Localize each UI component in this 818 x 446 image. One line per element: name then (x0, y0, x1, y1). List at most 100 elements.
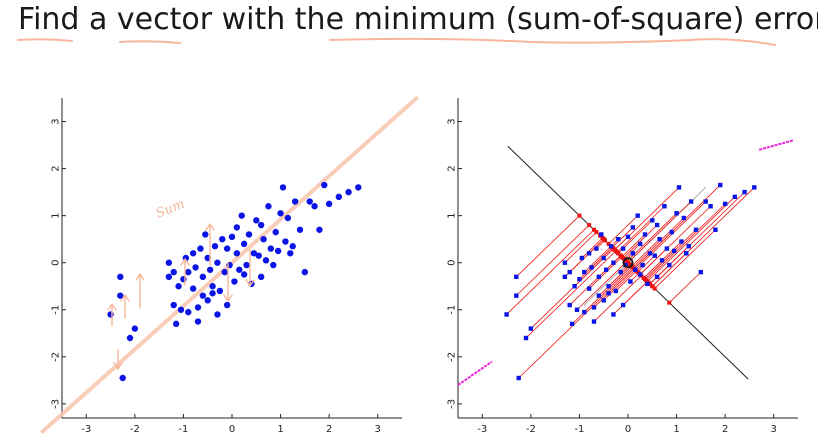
data-point (240, 240, 248, 248)
magenta-segment (758, 139, 794, 151)
data-point (287, 250, 294, 257)
data-point (131, 325, 139, 332)
left-x-tick-label: -1 (178, 424, 188, 435)
projection-line (608, 215, 638, 245)
data-point (117, 292, 124, 299)
data-point (591, 305, 597, 310)
residual-arrow-5 (205, 223, 215, 266)
data-point (240, 271, 248, 278)
data-point (277, 210, 284, 217)
origin-marker (622, 257, 634, 269)
data-point (647, 251, 653, 256)
data-point (664, 246, 670, 251)
data-point (562, 274, 568, 280)
projection-line (631, 238, 660, 267)
data-point (211, 243, 219, 250)
projected-point (626, 260, 630, 265)
projected-point (577, 213, 582, 218)
projection-line (516, 215, 580, 278)
data-point (236, 266, 243, 273)
data-point (194, 318, 202, 325)
data-point (628, 279, 633, 284)
right-y-tick-label: 1 (447, 212, 458, 218)
data-point (718, 182, 723, 188)
left-x-tick-label: -2 (130, 424, 140, 435)
data-point (596, 274, 602, 280)
projected-point (635, 270, 640, 275)
title-underline-annotations (17, 37, 776, 46)
data-point (267, 245, 275, 252)
data-point (611, 312, 616, 317)
projection-line (616, 205, 665, 253)
residual-arrow-3 (135, 273, 145, 309)
data-point (596, 293, 602, 298)
data-point (185, 308, 192, 316)
data-point (223, 245, 231, 252)
data-point (708, 204, 713, 209)
data-point (335, 193, 343, 201)
data-point (688, 199, 694, 204)
data-point (589, 265, 594, 270)
projection-line (569, 238, 604, 273)
data-point (221, 268, 228, 276)
data-point (301, 268, 309, 276)
left-x-tick-label: 3 (375, 424, 381, 435)
data-point (199, 292, 207, 299)
right-y-tick-label: 2 (447, 165, 458, 171)
projection-line (639, 205, 711, 275)
data-point (713, 227, 718, 232)
projection-line (516, 224, 590, 296)
right-x-tick-label: -3 (477, 424, 487, 435)
data-point (601, 255, 606, 261)
data-point (245, 231, 253, 238)
projection-line (525, 250, 617, 339)
left-y-tick-label: 3 (51, 118, 62, 124)
data-point (752, 185, 757, 190)
data-point (209, 283, 216, 290)
data-point (257, 221, 265, 229)
data-point (296, 226, 304, 233)
projection-line (654, 229, 716, 289)
projection-line (611, 227, 634, 248)
data-point (569, 321, 575, 327)
data-point (119, 374, 126, 382)
projection-line (635, 201, 706, 271)
chart-left: -3 -2 -1 0 1 2 3 -3 -2 -1 0 1 2 3 (40, 96, 419, 435)
right-y-tick-label: -1 (447, 305, 458, 315)
projected-point (650, 284, 655, 289)
data-point (640, 262, 645, 268)
projection-line (647, 196, 736, 282)
data-point (206, 266, 214, 273)
projection-line (608, 264, 631, 287)
data-point (613, 288, 619, 294)
data-point (645, 281, 650, 287)
data-point (676, 185, 682, 190)
projection-line (564, 231, 597, 263)
data-point (674, 211, 679, 216)
projection-line (652, 187, 755, 287)
data-point (516, 375, 521, 381)
data-point (652, 253, 657, 258)
residual-arrow-6 (223, 261, 233, 302)
data-point (742, 189, 747, 195)
data-point (175, 283, 182, 290)
data-point (253, 217, 260, 224)
projected-point (587, 223, 592, 228)
data-point (637, 241, 643, 247)
projected-point (667, 300, 672, 305)
data-point (255, 252, 262, 259)
data-point (662, 204, 667, 209)
data-point (345, 188, 352, 196)
data-point (316, 226, 323, 233)
left-x-tick-label: 0 (229, 424, 235, 435)
projected-point (606, 241, 611, 246)
data-point (202, 231, 209, 238)
data-point (214, 311, 221, 318)
data-point (189, 250, 197, 257)
data-point (616, 236, 621, 242)
data-point (325, 200, 333, 208)
projection-line (584, 265, 632, 313)
data-point (219, 235, 226, 243)
data-point (679, 239, 684, 244)
data-point (243, 261, 250, 269)
